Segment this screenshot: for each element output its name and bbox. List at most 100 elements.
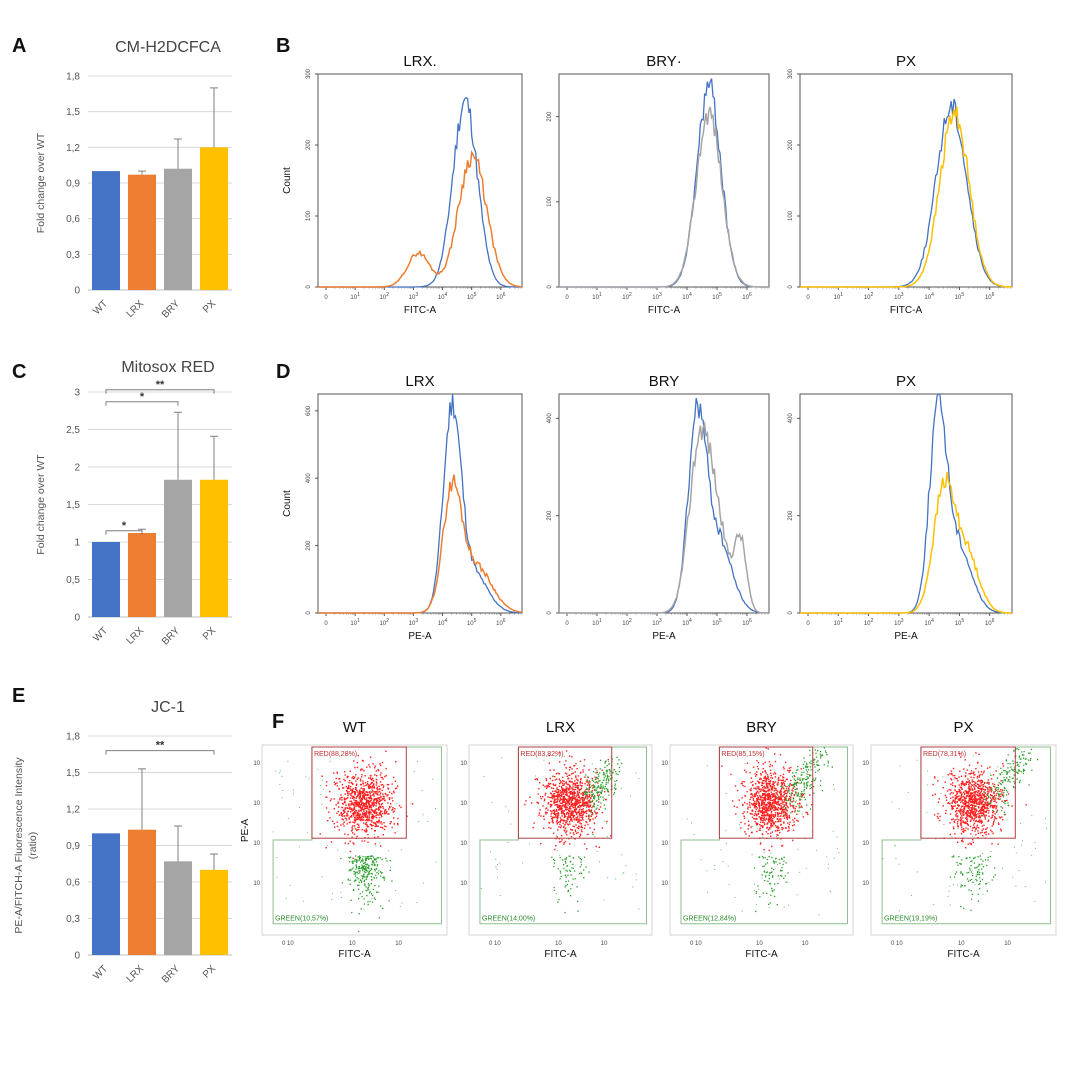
event-point [355, 784, 358, 787]
event-point [976, 777, 979, 779]
event-point [376, 877, 378, 879]
event-point [945, 796, 948, 799]
event-point [786, 778, 788, 780]
event-point [588, 804, 590, 806]
event-point [363, 788, 365, 790]
event-point [559, 855, 561, 857]
event-point [954, 786, 957, 788]
event-point [379, 842, 381, 844]
event-point [829, 890, 831, 892]
event-point [749, 772, 751, 774]
event-point [377, 788, 379, 790]
event-point [805, 769, 807, 771]
event-point [360, 881, 363, 883]
event-point [771, 777, 774, 779]
event-point [1003, 813, 1006, 816]
event-point [350, 793, 352, 795]
event-point [957, 841, 959, 843]
event-point [987, 812, 990, 814]
event-point [575, 798, 577, 801]
event-point [784, 813, 787, 815]
event-point [583, 798, 586, 800]
event-point [819, 755, 822, 757]
y-tick-label: 10 [661, 801, 668, 807]
event-point [556, 823, 559, 825]
x-tick-label: 104 [682, 292, 692, 301]
event-point [980, 809, 982, 811]
event-point [561, 789, 564, 792]
event-point [548, 762, 551, 764]
event-point [575, 832, 578, 834]
event-point [707, 891, 708, 893]
event-point [369, 777, 372, 779]
event-point [760, 778, 763, 780]
x-tick-label: 105 [712, 292, 722, 301]
event-point [594, 796, 596, 798]
event-point [551, 794, 553, 796]
event-point [776, 802, 778, 804]
event-point [778, 776, 780, 779]
event-point [765, 782, 768, 784]
event-point [344, 842, 346, 844]
event-point [380, 776, 382, 779]
event-point [375, 814, 377, 817]
event-point [606, 836, 608, 838]
event-point [379, 774, 382, 776]
event-point [349, 840, 351, 842]
event-point [382, 807, 385, 809]
event-point [763, 816, 765, 819]
event-point [378, 814, 380, 816]
event-point [369, 787, 371, 789]
event-point [375, 791, 378, 793]
event-point [981, 808, 983, 810]
event-point [345, 819, 348, 821]
event-point [359, 795, 361, 797]
event-point [353, 833, 356, 835]
event-point [604, 775, 606, 777]
event-point [783, 822, 785, 824]
event-point [339, 781, 341, 783]
x-tick-label: 10 [802, 941, 809, 947]
event-point [806, 775, 808, 778]
event-point [806, 804, 808, 806]
event-point [553, 812, 556, 814]
event-point [323, 788, 325, 790]
event-point [559, 790, 562, 792]
event-point [977, 786, 979, 789]
event-point [353, 799, 355, 801]
event-point [951, 801, 954, 803]
event-point [600, 786, 603, 788]
event-point [371, 898, 373, 900]
event-point [768, 907, 770, 909]
event-point [582, 814, 584, 816]
event-point [353, 873, 355, 875]
event-point [783, 817, 786, 819]
event-point [361, 840, 363, 842]
event-point [552, 787, 555, 790]
event-point [747, 828, 749, 830]
event-point [341, 802, 344, 805]
event-point [343, 778, 345, 781]
event-point [960, 824, 963, 826]
event-point [773, 804, 776, 807]
event-point [782, 863, 784, 866]
event-point [370, 824, 372, 826]
event-point [353, 808, 355, 810]
event-point [772, 820, 774, 822]
event-point [571, 810, 573, 812]
event-point [981, 780, 983, 783]
event-point [340, 794, 342, 796]
event-point [377, 836, 379, 838]
event-point [357, 801, 359, 804]
event-point [558, 804, 561, 807]
event-point [368, 808, 370, 811]
event-point [576, 827, 579, 829]
event-point [951, 802, 953, 804]
event-point [836, 847, 838, 849]
event-point [781, 845, 783, 847]
event-point [949, 773, 951, 775]
event-point [974, 784, 977, 787]
event-point [608, 763, 610, 765]
panel-label-b: B [276, 35, 290, 57]
event-point [782, 806, 784, 808]
